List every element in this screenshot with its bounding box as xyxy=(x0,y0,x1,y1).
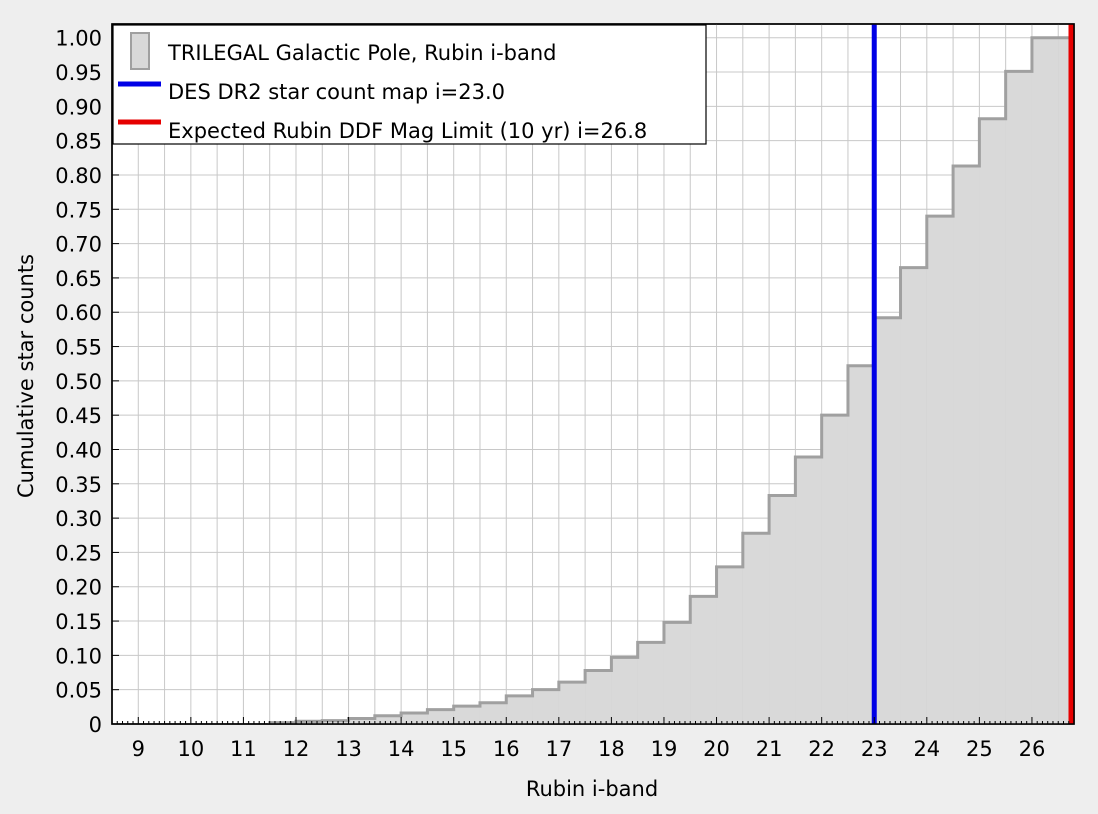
legend-label-des: DES DR2 star count map i=23.0 xyxy=(168,80,505,104)
histogram-bar xyxy=(374,715,402,724)
histogram-bar xyxy=(742,533,770,724)
y-tick-label: 0.65 xyxy=(55,267,102,291)
y-tick-label: 0.30 xyxy=(55,507,102,531)
histogram-area xyxy=(268,36,1074,725)
y-tick-label: 0 xyxy=(89,713,102,737)
histogram-bar xyxy=(1031,37,1059,725)
x-tick-label: 13 xyxy=(335,737,362,761)
x-tick-label: 11 xyxy=(230,737,257,761)
histogram-bar xyxy=(769,495,796,724)
legend-box xyxy=(112,24,707,145)
histogram-bar xyxy=(506,695,533,724)
legend-label-rubin: Expected Rubin DDF Mag Limit (10 yr) i=2… xyxy=(168,119,647,143)
histogram-bar xyxy=(900,267,927,724)
x-tick-label: 23 xyxy=(861,737,888,761)
histogram-bar xyxy=(716,566,743,724)
y-tick-label: 0.60 xyxy=(55,301,102,325)
plot-frame xyxy=(111,23,1075,725)
histogram-bar xyxy=(663,622,691,724)
histogram-bar xyxy=(821,415,848,724)
y-tick-label: 0.15 xyxy=(55,610,102,634)
x-tick-label: 25 xyxy=(966,737,993,761)
x-tick-label: 14 xyxy=(388,737,415,761)
histogram-bar xyxy=(427,709,454,724)
histogram-bar xyxy=(532,689,559,724)
x-tick-label: 10 xyxy=(177,737,204,761)
x-tick-label: 19 xyxy=(651,737,678,761)
x-tick-label: 18 xyxy=(598,737,625,761)
histogram-bar xyxy=(558,682,586,724)
x-tick-label: 9 xyxy=(132,737,145,761)
x-tick-label: 15 xyxy=(440,737,467,761)
y-tick-label: 0.10 xyxy=(55,644,102,668)
legend-entry-des: DES DR2 star count map i=23.0 xyxy=(118,80,505,104)
threshold-lines xyxy=(871,24,1074,724)
x-tick-label: 21 xyxy=(756,737,783,761)
x-tick-label: 16 xyxy=(493,737,520,761)
x-tick-label: 12 xyxy=(283,737,310,761)
y-tick-label: 0.70 xyxy=(55,233,102,257)
histogram-bar xyxy=(401,713,428,724)
histogram-outline xyxy=(268,36,1074,725)
legend: TRILEGAL Galactic Pole, Rubin i-band DES… xyxy=(112,24,707,145)
y-tick-label: 1.00 xyxy=(55,27,102,51)
histogram-bar xyxy=(585,670,612,724)
y-tick-label: 0.50 xyxy=(55,370,102,394)
y-tick-label: 0.85 xyxy=(55,130,102,154)
y-tick-label: 0.20 xyxy=(55,576,102,600)
y-tick-label: 0.45 xyxy=(55,404,102,428)
legend-entry-histogram: TRILEGAL Galactic Pole, Rubin i-band xyxy=(130,32,557,70)
histogram-bar xyxy=(795,457,822,724)
histogram-bar xyxy=(479,702,507,724)
y-tick-label: 0.05 xyxy=(55,679,102,703)
y-tick-label: 0.40 xyxy=(55,438,102,462)
histogram-bar xyxy=(453,706,480,724)
x-tick-label: 24 xyxy=(913,737,940,761)
histogram-bar xyxy=(348,718,375,724)
x-axis-label: Rubin i-band xyxy=(526,777,658,801)
legend-swatch-histogram xyxy=(130,32,150,70)
histogram-bar xyxy=(874,317,901,724)
histogram-bar xyxy=(637,642,664,724)
legend-entry-rubin: Expected Rubin DDF Mag Limit (10 yr) i=2… xyxy=(118,119,647,143)
y-tick-label: 0.25 xyxy=(55,541,102,565)
histogram-bar xyxy=(847,365,875,724)
histogram-bar xyxy=(953,166,980,724)
histogram-bar xyxy=(1005,71,1032,724)
y-axis-label: Cumulative star counts xyxy=(14,254,38,498)
axes: 9 10 11 12 13 14 15 16 17 18 19 20 21 22 23 24 25 26 0 0.05… xyxy=(55,23,1075,761)
x-tick-label: 20 xyxy=(703,737,730,761)
y-tick-label: 0.75 xyxy=(55,198,102,222)
legend-label-histogram: TRILEGAL Galactic Pole, Rubin i-band xyxy=(167,41,557,65)
y-tick-label: 0.80 xyxy=(55,164,102,188)
histogram-bar xyxy=(322,720,349,724)
histogram-bar xyxy=(926,216,954,724)
histogram-bar xyxy=(690,596,717,724)
y-tick-label: 0.90 xyxy=(55,95,102,119)
histogram-bar xyxy=(611,657,638,724)
histogram-bar xyxy=(979,118,1006,725)
x-tick-label: 17 xyxy=(545,737,572,761)
x-tick-label: 26 xyxy=(1019,737,1046,761)
x-tick-label: 22 xyxy=(808,737,835,761)
y-tick-label: 0.35 xyxy=(55,473,102,497)
y-tick-label: 0.55 xyxy=(55,336,102,360)
y-tick-label: 0.95 xyxy=(55,61,102,85)
